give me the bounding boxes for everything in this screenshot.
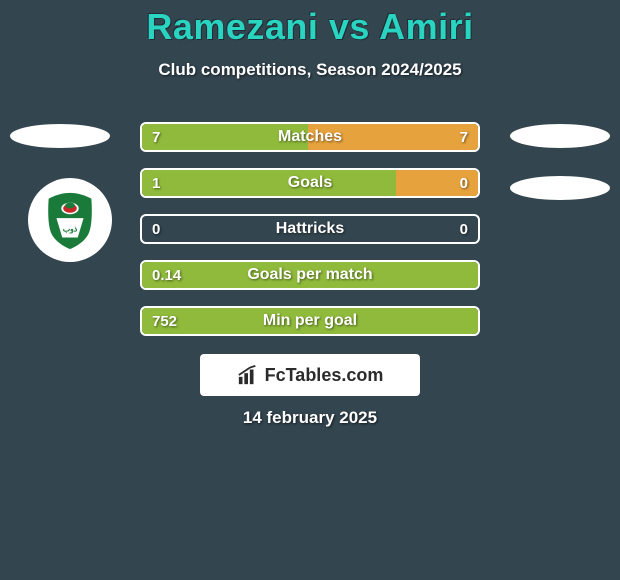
- club-crest-icon: ذوب: [39, 189, 101, 251]
- stat-bar-left: [142, 308, 480, 334]
- svg-text:ذوب: ذوب: [63, 225, 78, 235]
- date-line: 14 february 2025: [0, 408, 620, 428]
- subtitle: Club competitions, Season 2024/2025: [0, 60, 620, 80]
- stat-bar-right: [308, 124, 478, 150]
- stat-row: 752Min per goal: [140, 306, 480, 336]
- stat-row: 10Goals: [140, 168, 480, 198]
- stat-bar-left: [142, 170, 400, 196]
- stat-bar-right: [396, 170, 478, 196]
- page-title: Ramezani vs Amiri: [0, 0, 620, 48]
- player-badge-right-2: [510, 176, 610, 200]
- player-badge-right: [510, 124, 610, 148]
- stat-row: 77Matches: [140, 122, 480, 152]
- stat-bar-left: [142, 124, 312, 150]
- stat-bar-left: [142, 262, 480, 288]
- club-logo: ذوب: [28, 178, 112, 262]
- stat-value-left: 0: [142, 216, 170, 242]
- brand-text: FcTables.com: [265, 365, 384, 386]
- stat-row: 0.14Goals per match: [140, 260, 480, 290]
- stats-bars: 77Matches 10Goals 0 0Hattricks 0.14Goals per…: [140, 122, 480, 352]
- player-badge-left: [10, 124, 110, 148]
- chart-icon: [237, 364, 259, 386]
- brand-badge: FcTables.com: [200, 354, 420, 396]
- stat-row: 0 0Hattricks: [140, 214, 480, 244]
- stat-label: Hattricks: [142, 216, 478, 242]
- stat-value-right: 0: [450, 216, 478, 242]
